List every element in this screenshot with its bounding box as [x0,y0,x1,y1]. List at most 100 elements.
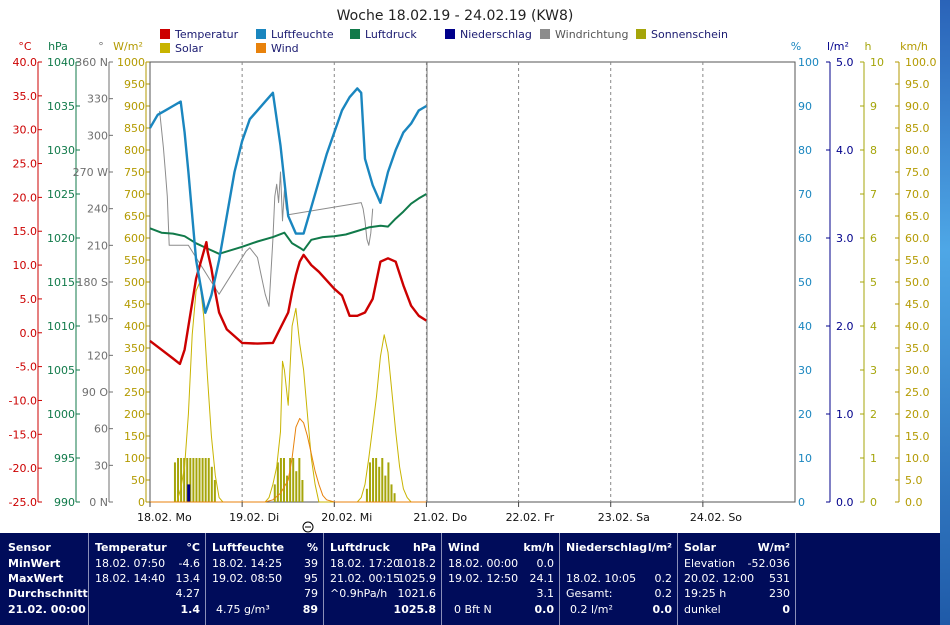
solar-tick-label: 100 [124,452,145,465]
luftfeuchte-min-time: 18.02. 14:25 [212,557,283,570]
luftfeuchte-current: 89 [302,603,318,616]
press-tick-label: 1020 [47,232,75,245]
scroll-knob-icon[interactable] [302,521,314,533]
bar-sonnenschein [189,458,192,502]
legend-swatch-0 [160,29,170,39]
winddir-tick-label: 210 [87,239,108,252]
sun-tick-label: 5 [870,276,877,289]
x-tick-label: 21.02. Do [413,511,467,524]
bar-sonnenschein [201,458,204,502]
solar-elevation: -52.036 [747,557,790,570]
temp-tick-label: -15.0 [9,428,37,441]
x-tick-label: 22.02. Fr [506,511,555,524]
solar-sunshine-hours: 19:25 h [684,587,727,600]
niederschlag-sum: 0.2 l/m² [570,603,613,616]
legend-swatch-5 [636,29,646,39]
series-line-windrichtung [159,110,374,307]
sun-tick-label: 3 [870,364,877,377]
x-tick-label: 18.02. Mo [137,511,192,524]
hum-tick-label: 100 [798,56,819,69]
wind-tick-label: 80.0 [905,144,930,157]
rain-tick-label: 4.0 [836,144,854,157]
luftfeuchte-column: Luftfeuchte% 18.02. 14:25 39 19.02. 08:50… [205,533,324,625]
luftdruck-max-time: 21.02. 00:15 [330,572,401,585]
temp-tick-label: 20.0 [13,191,38,204]
row-label-min: MinWert [8,557,61,570]
hum-tick-label: 70 [798,188,812,201]
press-tick-label: 1000 [47,408,75,421]
solar-avg: 230 [769,587,790,600]
wind-column: Wind km/h 18.02. 00:00 0.0 19.02. 12:50 24.… [441,533,560,625]
sun-tick-label: 2 [870,408,877,421]
niederschlag-column: Niederschlag l/m² 18.02. 10:05 0.2 Gesamt:… [559,533,678,625]
bar-sonnenschein [390,484,393,502]
wind-tick-label: 100.0 [905,56,937,69]
solar-max: 531 [769,572,790,585]
legend-swatch-4 [540,29,550,39]
wind-tick-label: 60.0 [905,232,930,245]
wind-tick-label: 55.0 [905,254,930,267]
sun-unit-label: h [865,40,872,53]
temp-tick-label: -20.0 [9,462,37,475]
bar-sonnenschein [282,458,285,502]
luftdruck-head: Luftdruck [330,541,390,554]
bar-sonnenschein [192,458,195,502]
x-tick-label: 19.02. Di [229,511,279,524]
luftfeuchte-max-time: 19.02. 08:50 [212,572,283,585]
hum-tick-label: 40 [798,320,812,333]
wind-tick-label: 85.0 [905,122,930,135]
press-tick-label: 1040 [47,56,75,69]
bar-sonnenschein [183,458,186,502]
solar-tick-label: 550 [124,254,145,267]
winddir-tick-label: 240 [87,203,108,216]
niederschlag-max: 0.2 [654,572,673,585]
press-unit-label: hPa [48,40,68,53]
bar-sonnenschein [292,458,295,502]
niederschlag-current: 0.0 [652,603,673,616]
temperatur-head: Temperatur [95,541,167,554]
bar-sonnenschein [375,458,378,502]
press-tick-label: 1025 [47,188,75,201]
solar-tick-label: 800 [124,144,145,157]
winddir-tick-label: 120 [87,349,108,362]
bar-sonnenschein [372,458,375,502]
sun-tick-label: 9 [870,100,877,113]
winddir-tick-label: 60 [94,423,108,436]
temperatur-min-time: 18.02. 07:50 [95,557,166,570]
luftdruck-avg: 1021.6 [397,587,437,600]
bar-sonnenschein [207,458,210,502]
bar-sonnenschein [289,458,292,502]
solar-unit-label: W/m² [113,40,143,53]
solar-tick-label: 1000 [117,56,145,69]
bar-sonnenschein [368,462,371,502]
temp-tick-label: 0.0 [20,327,38,340]
press-tick-label: 1015 [47,276,75,289]
bar-sonnenschein [298,458,301,502]
wind-bft: 0 Bft N [454,603,492,616]
hum-tick-label: 0 [798,496,805,509]
solar-tick-label: 950 [124,78,145,91]
rain-tick-label: 2.0 [836,320,854,333]
wind-unit: km/h [523,541,554,554]
rain-tick-label: 5.0 [836,56,854,69]
bar-sonnenschein [279,458,282,502]
desktop-edge [940,0,950,625]
press-tick-label: 990 [54,496,75,509]
winddir-tick-label: 180 S [77,276,108,289]
wind-tick-label: 20.0 [905,408,930,421]
x-tick-label: 23.02. Sa [598,511,650,524]
niederschlag-max-time: 18.02. 10:05 [566,572,637,585]
wind-tick-label: 40.0 [905,320,930,333]
x-tick-label: 24.02. So [690,511,742,524]
luftfeuchte-min: 39 [304,557,318,570]
series-line-temperatur [149,240,428,366]
press-tick-label: 1005 [47,364,75,377]
hum-tick-label: 10 [798,452,812,465]
temp-tick-label: 15.0 [13,225,38,238]
temp-tick-label: 30.0 [13,124,38,137]
legend-label-7: Wind [271,42,299,55]
bar-sonnenschein [210,466,213,502]
winddir-tick-label: 90 O [82,386,108,399]
wind-tick-label: 50.0 [905,276,930,289]
winddir-tick-label: 300 [87,129,108,142]
